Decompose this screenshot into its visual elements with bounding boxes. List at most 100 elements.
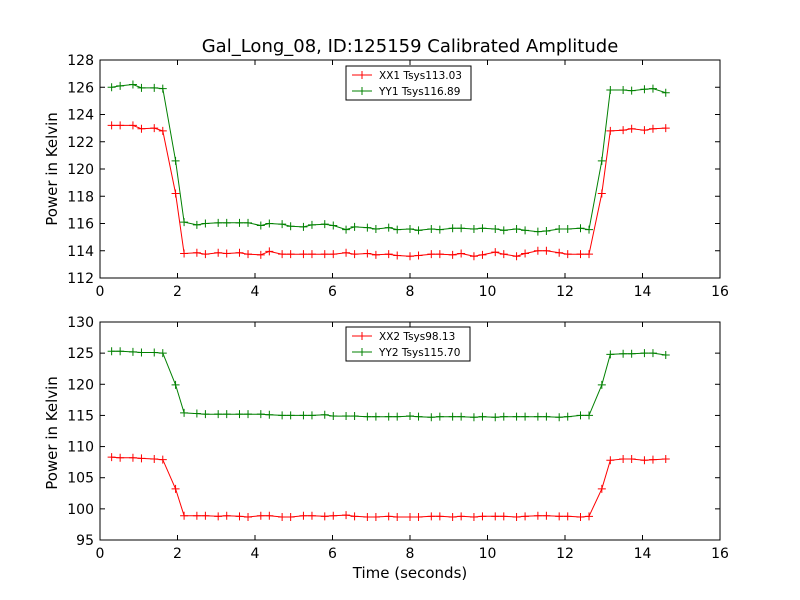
chart-top-series-1-point: [597, 189, 606, 198]
chart-bottom-series-2-point: [491, 413, 500, 422]
chart-top-y-tick-label: 114: [67, 244, 94, 260]
chart-bottom-series-1-point: [457, 512, 466, 521]
chart-bottom-series-1-point: [307, 511, 316, 520]
chart-top-series-2-point: [278, 220, 287, 229]
chart-bottom-series-2-point: [469, 413, 478, 422]
chart-bottom-series-2-point: [597, 380, 606, 389]
chart-top-series-1-point: [512, 252, 521, 261]
chart-bottom-series-2-point: [585, 411, 594, 420]
chart-bottom-series-1-point: [180, 511, 189, 520]
chart-top-series-2-point: [244, 218, 253, 227]
chart-bottom-series-2-point: [371, 412, 380, 421]
chart-top-series-2-point: [627, 86, 636, 95]
chart-bottom-series-1-point: [371, 512, 380, 521]
chart-bottom-x-tick-label: 14: [634, 546, 652, 562]
chart-top-x-tick-label: 14: [634, 284, 652, 300]
chart-bottom-x-tick-label: 2: [173, 546, 182, 562]
chart-top-series-1-point: [244, 250, 253, 259]
chart-bottom-series-2-point: [256, 410, 265, 419]
chart-top-series-2-point: [597, 156, 606, 165]
chart-bottom-series-1-point: [363, 512, 372, 521]
chart-top-series-1-point: [640, 126, 649, 135]
chart-bottom-series-1-point: [278, 512, 287, 521]
chart-top-series-2-point: [222, 218, 231, 227]
chart-top-series-2-point: [512, 224, 521, 233]
chart-top-series-2-point: [619, 85, 628, 94]
chart-top-series-1-point: [521, 249, 530, 258]
chart-top-y-tick-label: 124: [67, 108, 94, 124]
chart-top-series-2-point: [192, 220, 201, 229]
chart-bottom-series-2-point: [222, 410, 231, 419]
chart-bottom-series-2-point: [342, 412, 351, 421]
chart-top-series-2-point: [180, 218, 189, 227]
chart-bottom-series-2-point: [627, 349, 636, 358]
chart-bottom-y-tick-label: 95: [76, 533, 94, 549]
chart-top-y-tick-label: 118: [67, 189, 94, 205]
chart-top-series-2-point: [435, 225, 444, 234]
chart-top-series-2-point: [286, 222, 295, 231]
chart-top-series-1-point: [235, 248, 244, 257]
chart-bottom-series-2-point: [299, 411, 308, 420]
chart-bottom-series-1-point: [448, 512, 457, 521]
chart-top-series-2-point: [201, 219, 210, 228]
chart-bottom-series-1-point: [406, 512, 414, 521]
chart-bottom-series-2-point: [192, 409, 201, 418]
chart-bottom-series-1-point: [661, 455, 670, 464]
chart-top-legend-marker-1: [358, 71, 366, 79]
chart-bottom-series-1-point: [619, 455, 628, 464]
chart-top: Gal_Long_08, ID:125159 Calibrated Amplit…: [43, 36, 729, 300]
chart-bottom-series-2-point: [606, 350, 615, 359]
chart-top-series-2-point: [542, 226, 551, 235]
chart-top-series-2-point: [329, 221, 338, 230]
chart-top-series-2-point: [640, 85, 649, 94]
chart-bottom-series-1-point: [648, 455, 657, 464]
chart-bottom-xlabel: Time (seconds): [352, 564, 468, 582]
chart-bottom-series-1-point: [235, 512, 244, 521]
chart-top-series-2-point: [137, 83, 146, 92]
chart-top-series-2-point: [307, 220, 316, 229]
chart-top-series-1-point: [478, 250, 487, 259]
chart-top-series-2-point: [606, 85, 615, 94]
chart-bottom-series-1-point: [478, 512, 487, 521]
chart-bottom-series-1-point: [469, 512, 478, 521]
chart-top-y-tick-label: 128: [67, 53, 94, 69]
chart-top-x-tick-label: 6: [328, 284, 337, 300]
chart-top-series-1-point: [406, 252, 414, 261]
chart-bottom-x-tick-label: 6: [328, 546, 337, 562]
chart-bottom-series-2-point: [521, 412, 530, 421]
chart-top-y-tick-label: 122: [67, 135, 94, 151]
chart-bottom-series-2-point: [350, 412, 359, 421]
chart-top-series-1-point: [435, 250, 444, 259]
chart-bottom-series-2-point: [116, 347, 125, 356]
chart-bottom-y-tick-label: 105: [67, 471, 94, 487]
chart-top-series-1-point: [457, 249, 466, 258]
chart-top-series-2-point: [128, 80, 137, 89]
chart-bottom-series-1-point: [299, 511, 308, 520]
chart-bottom-legend-box: [345, 326, 471, 362]
chart-bottom-y-tick-label: 110: [67, 440, 94, 456]
chart-bottom-x-tick-label: 10: [479, 546, 497, 562]
chart-bottom-y-tick-label: 130: [67, 315, 94, 331]
chart-top-series-1-point: [606, 126, 615, 135]
chart-bottom-series-1-point: [384, 512, 393, 521]
chart-top-series-2-point: [158, 84, 167, 93]
chart-top-series-1-point: [576, 250, 585, 259]
chart-bottom-x-tick-label: 4: [251, 546, 260, 562]
chart-top-series-1-point: [427, 250, 436, 259]
chart-bottom-legend-label-1: XX2 Tsys98.13: [379, 331, 455, 343]
chart-top-y-tick-label: 126: [67, 80, 94, 96]
chart-top-series-2-point: [299, 222, 308, 231]
chart-bottom-ylabel: Power in Kelvin: [43, 376, 61, 490]
chart-top-series-2-point: [371, 224, 380, 233]
chart-top-series-1-point: [214, 248, 223, 257]
chart-bottom-series-1-point: [158, 455, 167, 464]
chart-bottom-series-1-point: [256, 511, 265, 520]
chart-top-x-tick-label: 10: [479, 284, 497, 300]
chart-bottom-series-1-point: [627, 455, 636, 464]
chart-top-series-2-point: [648, 84, 657, 93]
chart-top-series-1-point: [180, 249, 189, 258]
chart-bottom-series-2-point: [320, 410, 329, 419]
chart-top-series-1-point: [661, 124, 670, 133]
chart-top-ylabel: Power in Kelvin: [43, 112, 61, 226]
